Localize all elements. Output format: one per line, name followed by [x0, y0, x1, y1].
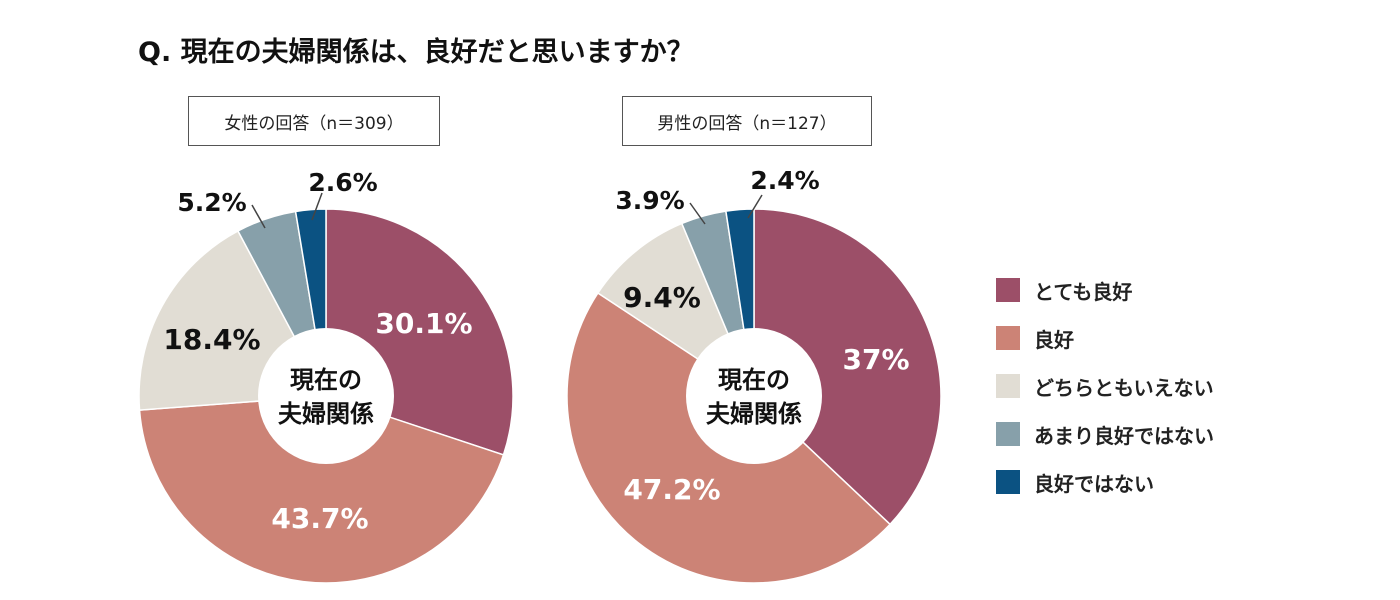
female-subtitle: 女性の回答（n＝309） [188, 96, 440, 146]
leader-line [747, 194, 763, 219]
center-label: 現在の [290, 366, 362, 394]
leader-line [251, 204, 266, 229]
center-label: 現在の [718, 366, 790, 394]
legend-item: あまり良好ではない [996, 410, 1214, 458]
legend-label: どちらともいえない [1034, 375, 1214, 400]
data-label: 5.2% [177, 188, 246, 217]
legend: とても良好 良好 どちらともいえない あまり良好ではない 良好ではない [996, 266, 1214, 506]
donut-hole [686, 328, 822, 464]
legend-swatch [996, 374, 1020, 398]
legend-label: 良好 [1034, 327, 1074, 352]
legend-swatch [996, 470, 1020, 494]
center-label: 夫婦関係 [706, 400, 802, 428]
chart-title: Q. 現在の夫婦関係は、良好だと思いますか？ [138, 37, 694, 68]
legend-item: どちらともいえない [996, 362, 1214, 410]
legend-label: あまり良好ではない [1034, 423, 1214, 448]
leader-line [311, 192, 323, 221]
data-label: 3.9% [615, 186, 684, 215]
data-label: 2.4% [750, 166, 819, 195]
legend-item: とても良好 [996, 266, 1214, 314]
data-label: 30.1% [375, 307, 472, 340]
legend-label: 良好ではない [1034, 471, 1154, 496]
leader-line [689, 202, 706, 225]
data-label: 9.4% [623, 281, 701, 314]
legend-item: 良好ではない [996, 458, 1214, 506]
data-label: 2.6% [308, 168, 377, 197]
data-label: 47.2% [623, 473, 720, 506]
legend-label: とても良好 [1034, 279, 1133, 304]
center-label: 夫婦関係 [278, 400, 374, 428]
legend-swatch [996, 278, 1020, 302]
data-label: 37% [842, 343, 909, 376]
legend-swatch [996, 326, 1020, 350]
legend-swatch [996, 422, 1020, 446]
donut-slice [138, 395, 505, 584]
male-subtitle: 男性の回答（n＝127） [622, 96, 872, 146]
donut-hole [258, 328, 394, 464]
donut-slice [753, 208, 942, 526]
legend-item: 良好 [996, 314, 1214, 362]
data-label: 43.7% [271, 502, 368, 535]
data-label: 18.4% [163, 323, 260, 356]
